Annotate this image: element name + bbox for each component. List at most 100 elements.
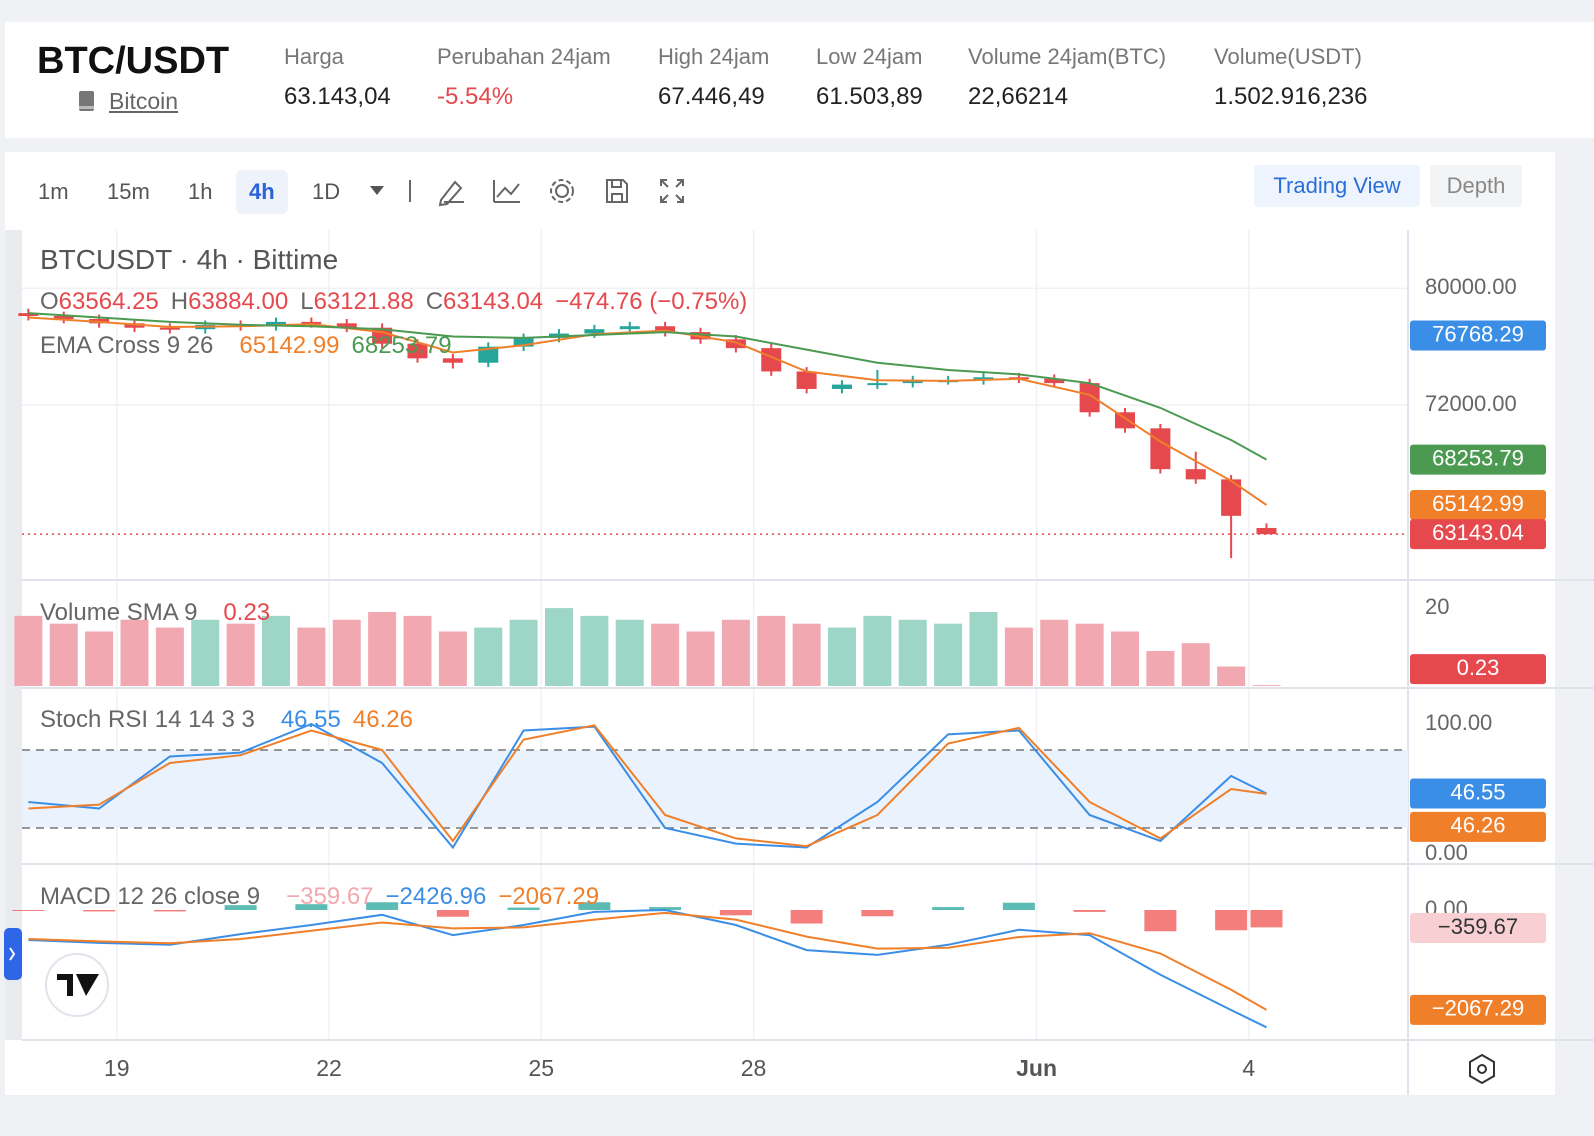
- settings-icon[interactable]: [555, 184, 569, 198]
- stoch-line: [28, 724, 1267, 848]
- price-tag: [1410, 489, 1546, 520]
- y-tick-label: 100.00: [1425, 710, 1492, 735]
- stat-label: Volume(USDT): [1214, 44, 1362, 69]
- candle-body: [619, 326, 640, 330]
- price-tag: [1410, 320, 1546, 351]
- volume-bar: [757, 615, 786, 686]
- interval-button[interactable]: 4h: [236, 170, 288, 214]
- macd-histogram-bar: [1073, 909, 1106, 912]
- pane-legend: MACD 12 26 close 9 −359.67 −2426.96 −2067.2…: [40, 883, 599, 910]
- price-tag-label: 46.55: [1450, 779, 1505, 804]
- volume-bar: [615, 619, 644, 686]
- volume-bar: [898, 619, 927, 686]
- volume-bar: [1110, 631, 1139, 686]
- x-tick-label: 25: [529, 1055, 555, 1081]
- volume-bar: [827, 627, 856, 686]
- macd-histogram-bar: [578, 902, 611, 910]
- price-tag: [1410, 519, 1546, 550]
- volume-bar: [969, 611, 998, 686]
- view-button[interactable]: Depth: [1430, 165, 1522, 207]
- volume-bar: [863, 615, 892, 686]
- volume-bar: [651, 623, 680, 686]
- volume-bar: [332, 619, 361, 686]
- tv-logo: [45, 953, 109, 1017]
- coin-link[interactable]: Bitcoin: [109, 88, 179, 114]
- legend-item: 68253.79: [352, 332, 452, 359]
- candle-body: [1044, 378, 1065, 384]
- price-tag-label: −359.67: [1438, 914, 1518, 939]
- interval-button[interactable]: 15m: [107, 179, 150, 204]
- volume-bar: [509, 619, 538, 686]
- volume-bar: [261, 615, 290, 686]
- candle-body: [1256, 528, 1277, 535]
- legend-item: 46.26: [353, 706, 413, 733]
- price-tag-label: 0.23: [1457, 655, 1500, 680]
- volume-bar: [721, 619, 750, 686]
- legend-item: BTCUSDT · 4h · Bittime: [40, 244, 338, 275]
- volume-bar: [155, 627, 184, 686]
- dropdown-arrow[interactable]: [370, 186, 384, 195]
- candle-body: [973, 377, 994, 381]
- x-tick-label: Jun: [1016, 1055, 1057, 1081]
- plot: 19 22 25 28 Jun 4 80000.00 72000.00 20 0.00 100.00…: [12, 230, 1594, 1095]
- candle-body: [442, 358, 463, 363]
- volume-bar: [14, 615, 43, 686]
- macd-histogram-bar: [719, 909, 752, 916]
- volume-bar: [1252, 685, 1281, 686]
- candle-body: [1114, 412, 1135, 429]
- price-tag-label: 65142.99: [1432, 491, 1524, 516]
- candle-body: [655, 326, 676, 333]
- macd-histogram-bar: [295, 904, 328, 910]
- candle-body: [796, 371, 817, 389]
- macd-histogram-bar: [932, 907, 965, 910]
- legend-item: 63121.88: [314, 288, 414, 315]
- volume-bar: [368, 611, 397, 686]
- volume-bar: [403, 615, 432, 686]
- price-tag: [1410, 811, 1546, 842]
- volume-bar: [85, 631, 114, 686]
- legend-item: Volume SMA 9: [40, 599, 197, 626]
- y-tick-label: 72000.00: [1425, 391, 1517, 416]
- candle-body: [1221, 479, 1242, 516]
- legend-item: −359.67: [286, 883, 373, 910]
- legend-item: Stoch RSI 14 14 3 3: [40, 706, 255, 733]
- stat-value: 1.502.916,236: [1214, 83, 1368, 110]
- price-tag: [1410, 444, 1546, 475]
- macd-histogram-bar: [790, 909, 823, 924]
- legend-item: 63143.04: [443, 288, 543, 315]
- candle-body: [725, 339, 746, 349]
- price-tag-label: 76768.29: [1432, 321, 1524, 346]
- view-button[interactable]: Trading View: [1254, 165, 1420, 207]
- x-tick-label: 22: [316, 1055, 342, 1081]
- pane-legend: BTCUSDT · 4h · Bittime: [40, 244, 338, 275]
- price-tag-label: −2067.29: [1432, 996, 1524, 1021]
- fullscreen-icon[interactable]: [660, 179, 684, 203]
- legend-item: 63884.00: [188, 288, 288, 315]
- x-tick-label: 28: [741, 1055, 767, 1081]
- volume-bar: [120, 619, 149, 686]
- pane-legend: Volume SMA 9 0.23: [40, 599, 270, 626]
- draw-icon[interactable]: [438, 180, 464, 207]
- stat-label: Harga: [284, 44, 344, 69]
- stat-value: -5.54%: [437, 83, 514, 110]
- indicator-icon[interactable]: [493, 180, 520, 203]
- price-tag-label: 63143.04: [1432, 520, 1524, 545]
- candle-body: [18, 313, 39, 317]
- ticker-header: BTC/USDT Bitcoin Harga 63.143,04 Perubahan…: [5, 22, 1594, 138]
- macd-histogram-bar: [861, 909, 894, 917]
- legend-item: L: [300, 288, 313, 315]
- legend-item: EMA Cross 9 26: [40, 332, 213, 359]
- book-icon: [79, 91, 94, 111]
- chart-settings[interactable]: [1469, 1053, 1495, 1085]
- volume-bar: [1217, 666, 1246, 686]
- stat-value: 67.446,49: [658, 83, 765, 110]
- candle-body: [831, 384, 852, 389]
- macd-histogram-bar: [224, 905, 257, 910]
- candle-body: [301, 321, 322, 324]
- legend-item: MACD 12 26 close 9: [40, 883, 260, 910]
- interval-button[interactable]: 1D: [312, 179, 341, 204]
- save-icon[interactable]: [606, 179, 628, 203]
- interval-button[interactable]: 1m: [38, 179, 69, 204]
- interval-button[interactable]: 1h: [188, 179, 213, 204]
